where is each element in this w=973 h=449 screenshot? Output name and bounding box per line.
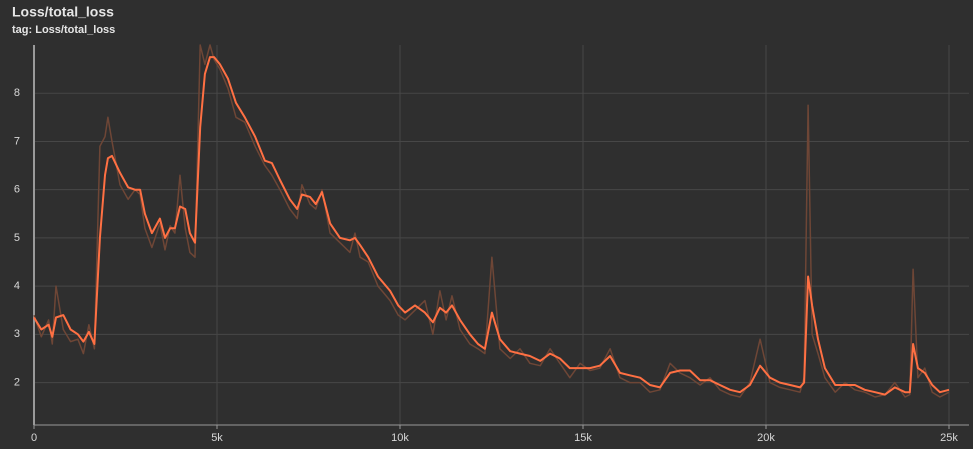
x-tick-label: 0	[31, 432, 37, 444]
y-tick-label: 7	[14, 135, 20, 147]
x-tick-label: 25k	[940, 432, 958, 444]
chart-subtitle: tag: Loss/total_loss	[12, 24, 115, 36]
x-tick-label: 20k	[757, 432, 775, 444]
x-tick-label: 5k	[211, 432, 223, 444]
y-tick-label: 2	[14, 376, 20, 388]
x-tick-label: 15k	[574, 432, 592, 444]
y-tick-label: 3	[14, 328, 20, 340]
y-tick-label: 4	[14, 280, 20, 292]
series-line	[33, 56, 950, 396]
series-line	[33, 44, 950, 398]
y-tick-label: 8	[14, 87, 20, 99]
y-tick-label: 6	[14, 184, 20, 196]
chart-title: Loss/total_loss	[12, 4, 114, 20]
y-tick-label: 5	[14, 232, 20, 244]
x-tick-label: 10k	[391, 432, 409, 444]
